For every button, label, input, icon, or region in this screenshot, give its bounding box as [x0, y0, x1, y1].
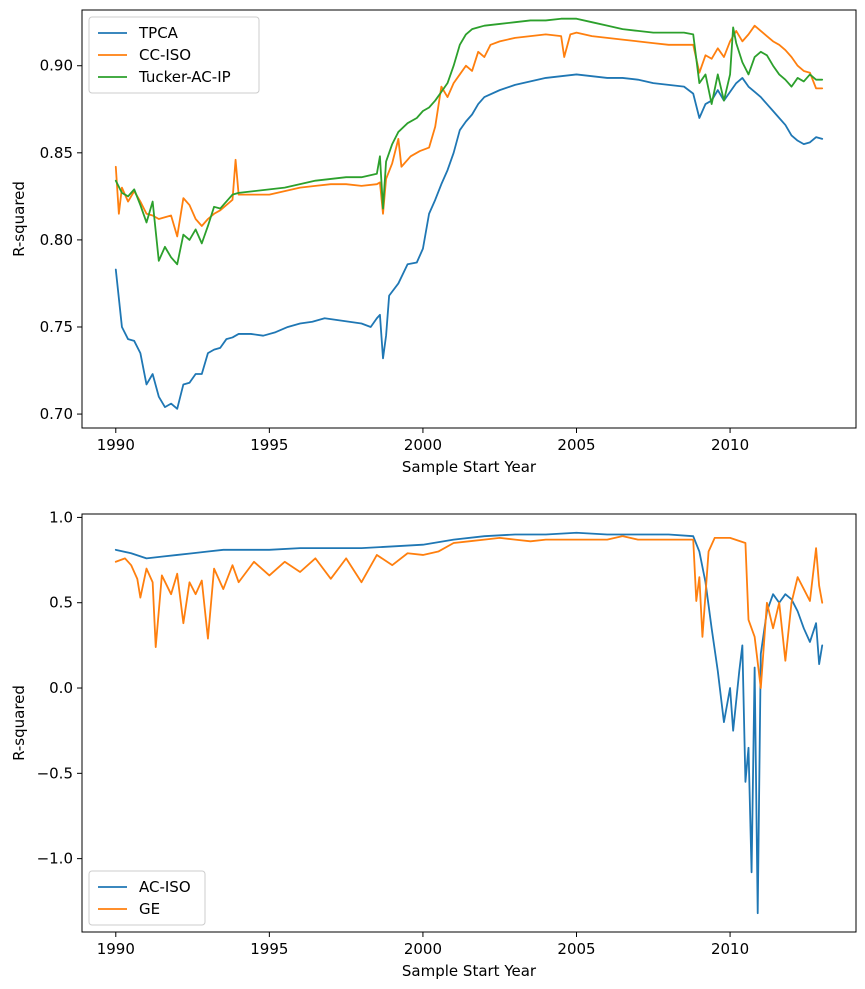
series-line-ge — [114, 535, 824, 689]
legend-label-tpca: TPCA — [138, 24, 179, 42]
x-tick-label: 2005 — [557, 436, 595, 454]
legend-label-tucker-ac-ip: Tucker-AC-IP — [138, 68, 231, 86]
y-tick-label: 0.70 — [40, 405, 73, 423]
axes-frame — [81, 9, 857, 429]
legend-box — [88, 16, 260, 94]
y-tick-label: 0.80 — [40, 231, 73, 249]
chart-top-panel: 1990 1995 2000 2005 2010 0.70 0.75 0.80 0.85 0.90… — [10, 9, 857, 476]
series-group — [114, 17, 824, 410]
series-group — [114, 531, 824, 915]
x-tick-label: 2005 — [557, 940, 595, 958]
y-tick-label: 1.0 — [49, 508, 73, 526]
legend-label-ac-iso: AC-ISO — [139, 878, 191, 896]
legend: TPCA CC-ISO Tucker-AC-IP — [88, 16, 260, 94]
x-tick-label: 2010 — [711, 940, 749, 958]
y-axis-label: R-squared — [10, 685, 28, 761]
y-tick-label: 0.90 — [40, 57, 73, 75]
y-tick-label: 0.0 — [49, 679, 73, 697]
x-tick-label: 2010 — [711, 436, 749, 454]
legend-label-cc-iso: CC-ISO — [139, 46, 191, 64]
y-tick-label: 0.75 — [40, 318, 73, 336]
x-tick-label: 2000 — [404, 436, 442, 454]
x-axis-label: Sample Start Year — [402, 962, 537, 980]
y-tick-label: −0.5 — [37, 764, 73, 782]
legend-label-ge: GE — [139, 900, 160, 918]
legend: AC-ISO GE — [88, 870, 206, 926]
x-tick-label: 1995 — [250, 436, 288, 454]
x-tick-label: 2000 — [404, 940, 442, 958]
y-tick-label: 0.85 — [40, 144, 73, 162]
series-line-tpca — [114, 73, 824, 410]
chart-bottom-panel: 1990 1995 2000 2005 2010 1.0 0.5 0.0 −0.5 −1.0 Sam… — [10, 508, 857, 980]
x-tick-label: 1990 — [97, 940, 135, 958]
y-tick-label: 0.5 — [49, 594, 73, 612]
x-axis-label: Sample Start Year — [402, 458, 537, 476]
y-axis-label: R-squared — [10, 181, 28, 257]
series-line-ac-iso — [114, 531, 824, 915]
x-tick-label: 1995 — [250, 940, 288, 958]
series-line-tucker-ac-ip — [114, 17, 824, 266]
legend-box — [88, 870, 206, 926]
x-tick-label: 1990 — [97, 436, 135, 454]
y-tick-label: −1.0 — [37, 850, 73, 868]
axes-frame — [81, 513, 857, 933]
